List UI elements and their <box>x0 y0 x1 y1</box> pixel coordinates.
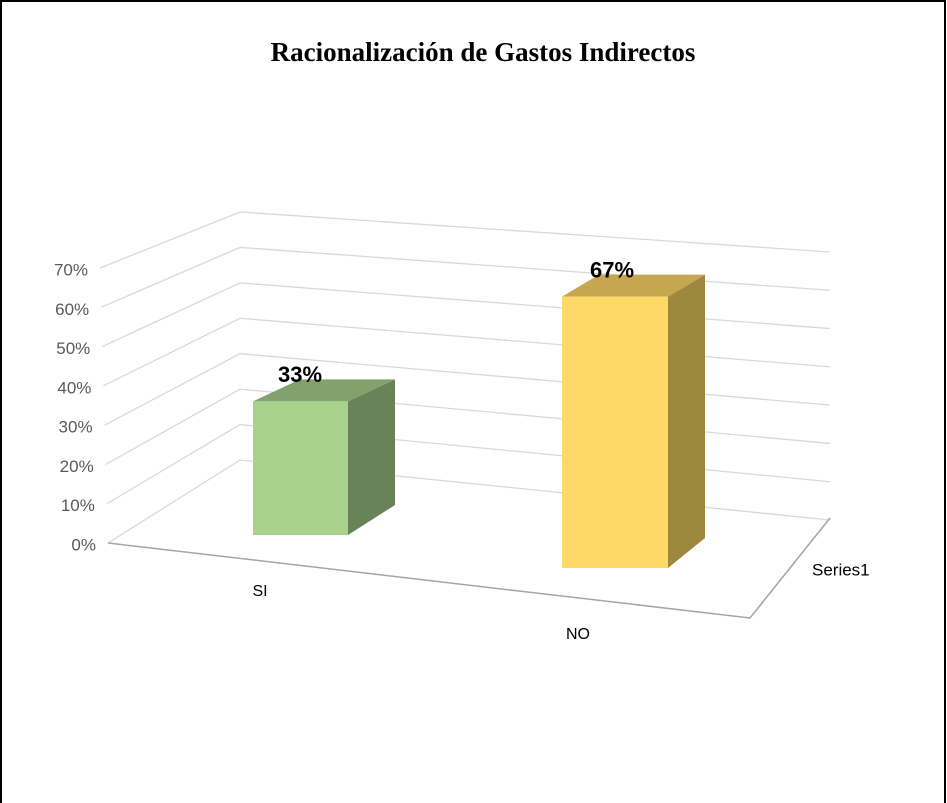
bar-top <box>562 274 705 297</box>
depth-label: Series1 <box>812 560 870 579</box>
y-tick-label: 30% <box>59 418 93 437</box>
floor-edge <box>107 517 831 619</box>
x-tick-label: NO <box>566 626 590 643</box>
y-tick-label: 10% <box>61 496 95 515</box>
chart-title: Racionalización de Gastos Indirectos <box>271 37 696 67</box>
bar-side <box>348 379 395 535</box>
bar-top <box>253 379 395 402</box>
data-label: 67% <box>590 257 634 282</box>
grid-line <box>99 211 831 269</box>
data-label: 33% <box>278 362 322 387</box>
x-tick-label: SI <box>252 583 267 600</box>
bar <box>253 401 348 535</box>
bar <box>562 296 668 568</box>
bar-side <box>668 274 705 568</box>
y-tick-label: 0% <box>71 535 96 554</box>
y-tick-label: 50% <box>56 339 90 358</box>
y-tick-label: 20% <box>60 457 94 476</box>
y-tick-label: 70% <box>54 260 88 279</box>
y-tick-label: 40% <box>57 378 91 397</box>
y-tick-label: 60% <box>55 300 89 319</box>
